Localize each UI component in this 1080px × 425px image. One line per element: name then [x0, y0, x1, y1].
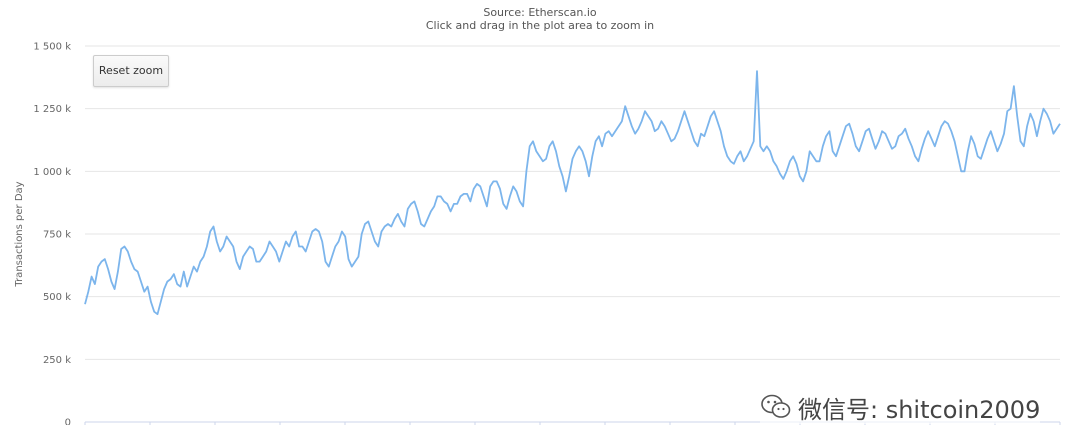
- grid-lines: [85, 45, 1060, 423]
- y-axis-label: Transactions per Day: [14, 181, 25, 287]
- series-line: [84, 70, 1061, 316]
- y-tick-label: 1 500 k: [33, 42, 71, 53]
- y-tick-label: 750 k: [43, 230, 71, 241]
- watermark: 微信号: shitcoin2009: [760, 390, 1041, 424]
- chart-zoom-hint: Click and drag in the plot area to zoom …: [425, 19, 655, 32]
- y-tick-label: 1 250 k: [33, 104, 71, 115]
- reset-zoom-button[interactable]: Reset zoom: [93, 55, 169, 87]
- watermark-text: 微信号: shitcoin2009: [798, 395, 1041, 424]
- y-tick-label: 250 k: [43, 355, 71, 366]
- y-tick-label: 1 000 k: [33, 167, 71, 178]
- chart-source: Source: Etherscan.io: [483, 6, 597, 19]
- y-tick-label: 500 k: [43, 292, 71, 303]
- y-tick-label: 0: [65, 418, 71, 425]
- y-axis-ticks: 0 250 k 500 k 750 k 1 000 k 1 250 k 1 500 k: [33, 42, 71, 425]
- wechat-icon: [761, 394, 791, 418]
